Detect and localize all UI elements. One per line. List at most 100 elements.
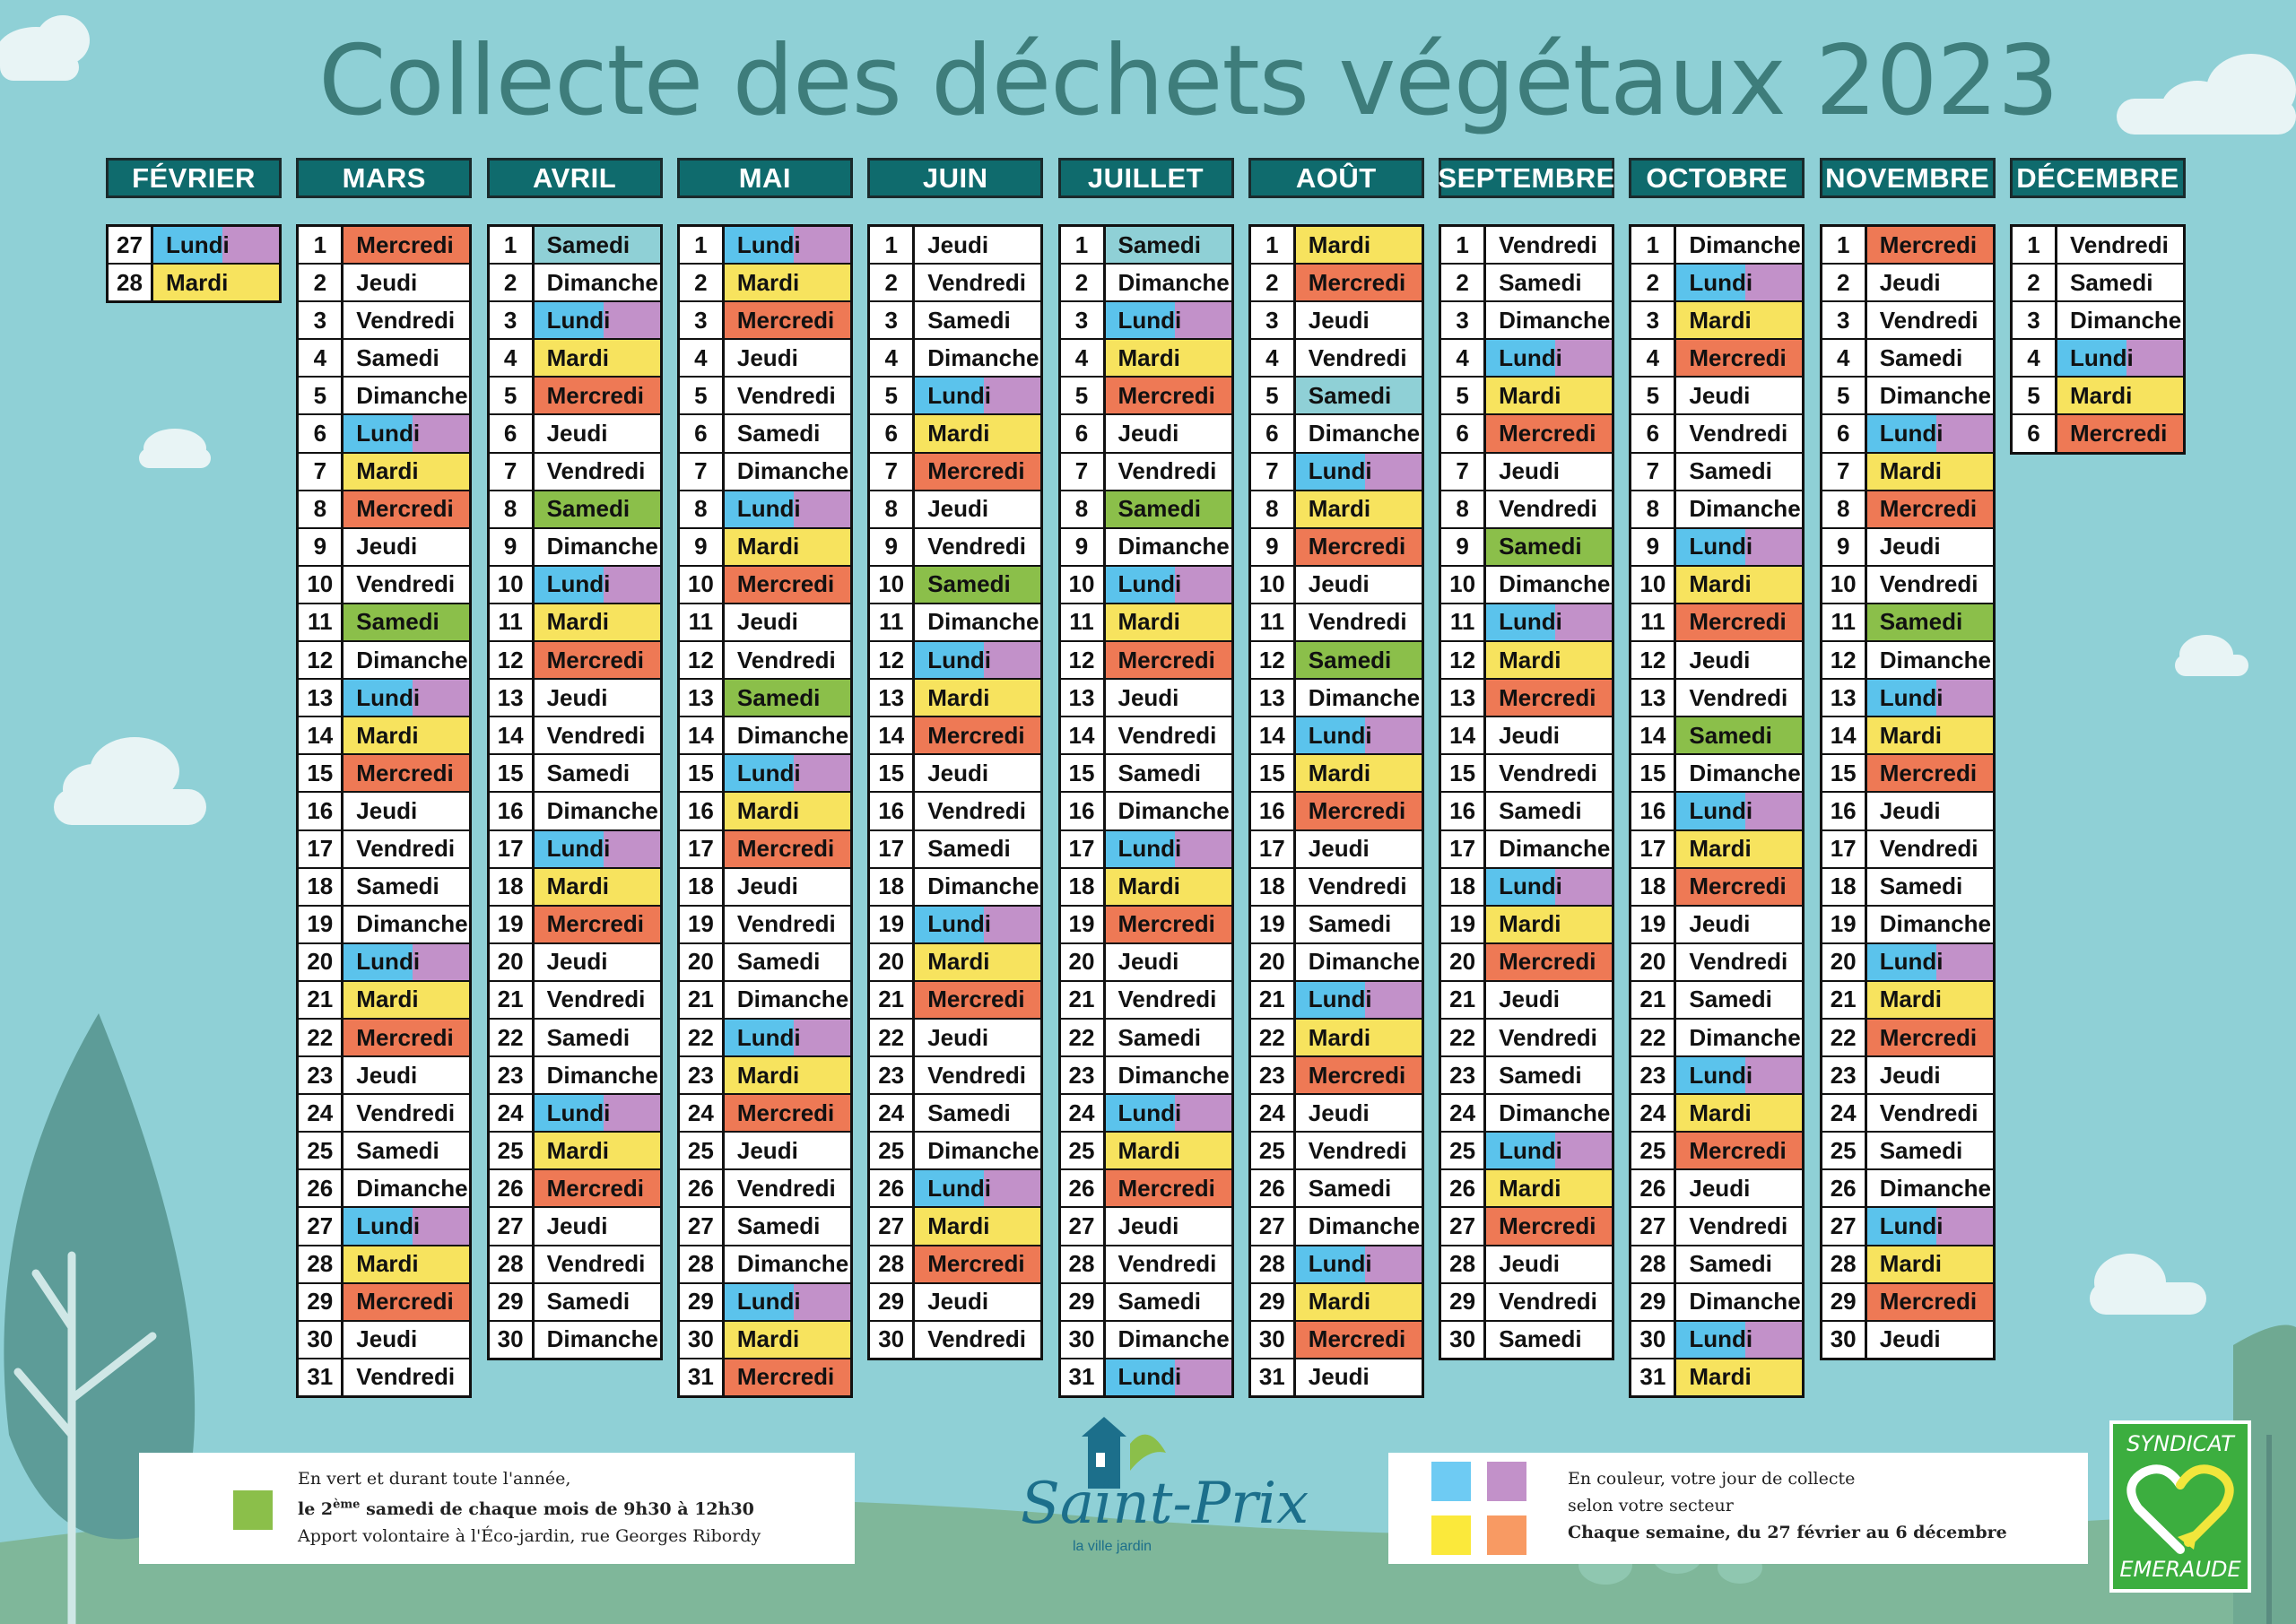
day-name: Mardi <box>2057 378 2183 414</box>
day-name: Lundi <box>1676 1321 1803 1358</box>
day-row: 14 Samedi <box>1631 717 1803 756</box>
day-name: Jeudi <box>344 1057 470 1094</box>
day-name: Mardi <box>724 793 850 829</box>
day-name: Samedi <box>1295 1170 1422 1207</box>
month-header: FÉVRIER <box>106 158 282 198</box>
day-row: 8 Lundi <box>679 491 850 529</box>
day-table: 1 Samedi 2 Dimanche 3 Lundi 4 Mardi 5 Mercredi 6 Je… <box>486 224 663 1360</box>
day-row: 12 Dimanche <box>1822 642 1993 681</box>
day-name: Vendredi <box>1486 755 1613 792</box>
day-number: 2 <box>2013 265 2057 301</box>
day-name: Lundi <box>1105 830 1231 867</box>
day-number: 26 <box>1251 1170 1296 1207</box>
day-row: 1 Mardi <box>1250 227 1422 265</box>
day-name: Dimanche <box>1105 1057 1231 1094</box>
day-row: 28 Mardi <box>299 1246 470 1284</box>
day-number: 20 <box>870 943 916 980</box>
day-number: 28 <box>490 1246 535 1282</box>
yellow-square-icon <box>1431 1515 1471 1555</box>
day-name: Jeudi <box>915 1019 1041 1056</box>
day-row: 7 Mercredi <box>870 453 1041 491</box>
day-number: 5 <box>1822 378 1867 414</box>
day-row: 5 Jeudi <box>1631 378 1803 416</box>
day-number: 11 <box>1061 604 1106 641</box>
day-name: Vendredi <box>1295 340 1422 377</box>
day-name: Mercredi <box>1486 680 1613 716</box>
day-row: 4 Lundi <box>1441 340 1613 378</box>
day-name: Mercredi <box>344 227 470 264</box>
day-number: 9 <box>299 528 344 565</box>
day-name: Dimanche <box>1295 680 1422 716</box>
legend-left-line2-sup: ème <box>333 1498 361 1512</box>
day-number: 13 <box>1822 680 1867 716</box>
day-row: 11 Samedi <box>299 604 470 643</box>
day-number: 24 <box>1061 1095 1106 1132</box>
day-name: Lundi <box>2057 340 2183 377</box>
day-row: 21 Vendredi <box>489 981 660 1020</box>
day-row: 10 Dimanche <box>1441 566 1613 604</box>
day-row: 10 Lundi <box>489 566 660 604</box>
day-row: 26 Mercredi <box>489 1170 660 1209</box>
day-number: 14 <box>490 717 535 754</box>
day-number: 2 <box>299 265 344 301</box>
day-name: Dimanche <box>915 604 1041 641</box>
month-column: JUILLET 1 Samedi 2 Dimanche 3 Lundi 4 Mardi 5 Merc… <box>1057 158 1234 1398</box>
day-row: 29 Samedi <box>489 1283 660 1322</box>
blue-square-icon <box>1431 1462 1471 1501</box>
day-row: 17 Lundi <box>1060 830 1231 869</box>
day-row: 2 Jeudi <box>1822 265 1993 303</box>
day-row: 6 Dimanche <box>1250 415 1422 454</box>
day-number: 8 <box>1822 491 1867 527</box>
day-row: 3 Mercredi <box>679 302 850 341</box>
day-number: 8 <box>680 491 725 527</box>
day-number: 4 <box>1441 340 1487 377</box>
day-row: 1 Lundi <box>679 227 850 265</box>
day-number: 30 <box>1441 1321 1487 1358</box>
day-number: 19 <box>1822 906 1867 942</box>
day-row: 27 Vendredi <box>1631 1208 1803 1246</box>
day-name: Mercredi <box>1295 793 1422 829</box>
day-row: 23 Mardi <box>679 1057 850 1096</box>
day-row: 6 Lundi <box>1822 415 1993 454</box>
day-name: Samedi <box>344 1133 470 1169</box>
day-row: 13 Jeudi <box>489 680 660 718</box>
day-row: 4 Samedi <box>1822 340 1993 378</box>
day-name: Lundi <box>915 378 1041 414</box>
day-number: 6 <box>1251 415 1296 452</box>
day-name: Jeudi <box>534 943 660 980</box>
day-row: 29 Vendredi <box>1441 1283 1613 1322</box>
day-name: Dimanche <box>344 906 470 942</box>
legend-right-line2: selon votre secteur <box>1568 1496 1734 1515</box>
day-name: Mercredi <box>724 566 850 603</box>
day-number: 7 <box>680 453 725 490</box>
day-number: 3 <box>1251 302 1296 339</box>
day-name: Mercredi <box>915 981 1041 1018</box>
day-row: 15 Mercredi <box>1822 755 1993 794</box>
day-number: 22 <box>1441 1019 1487 1056</box>
day-row: 18 Lundi <box>1441 868 1613 907</box>
day-name: Mardi <box>1676 1359 1803 1395</box>
month-column: MAI 1 Lundi 2 Mardi 3 Mercredi 4 Jeudi 5 Vendredi 6… <box>676 158 853 1398</box>
day-name: Dimanche <box>534 793 660 829</box>
day-number: 21 <box>1441 981 1487 1018</box>
day-name: Jeudi <box>1676 906 1803 942</box>
day-row: 16 Dimanche <box>1060 793 1231 831</box>
day-number: 9 <box>490 528 535 565</box>
day-row: 27 Lundi <box>1822 1208 1993 1246</box>
day-number: 20 <box>680 943 725 980</box>
day-name: Mercredi <box>1105 906 1231 942</box>
day-row: 21 Mardi <box>299 981 470 1020</box>
syndicat-emeraude-logo: SYNDICAT EMERAUDE <box>2109 1420 2251 1593</box>
day-number: 14 <box>1251 717 1296 754</box>
day-row: 5 Vendredi <box>679 378 850 416</box>
day-number: 14 <box>680 717 725 754</box>
day-name: Vendredi <box>915 265 1041 301</box>
day-row: 27 Dimanche <box>1250 1208 1422 1246</box>
day-name: Mercredi <box>1866 227 1993 264</box>
day-number: 28 <box>1822 1246 1867 1282</box>
day-number: 23 <box>1822 1057 1867 1094</box>
day-name: Jeudi <box>1105 415 1231 452</box>
day-name: Samedi <box>724 415 850 452</box>
day-number: 19 <box>1441 906 1487 942</box>
day-name: Samedi <box>915 1095 1041 1132</box>
